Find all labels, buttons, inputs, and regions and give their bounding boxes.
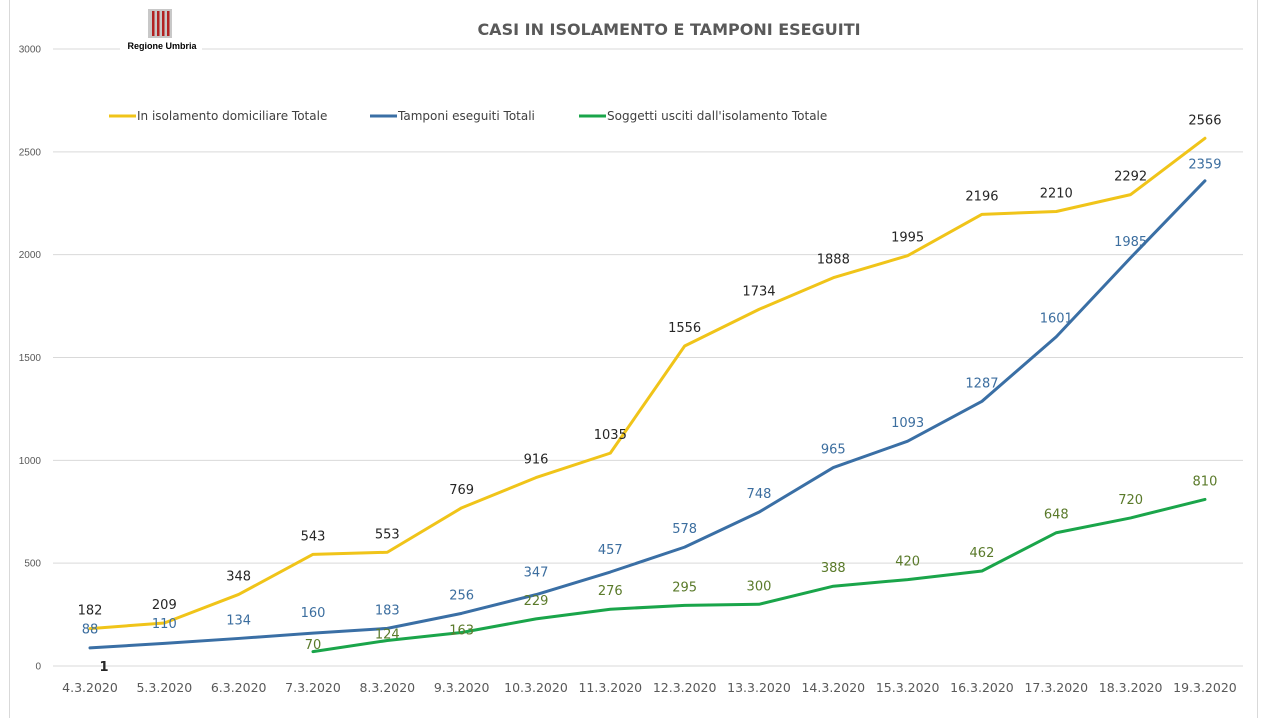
data-label: 578 [672, 522, 697, 537]
x-tick-label: 14.3.2020 [801, 680, 865, 695]
x-tick-label: 7.3.2020 [285, 680, 341, 695]
x-axis-ticks: 4.3.2020 5.3.2020 6.3.2020 7.3.2020 8.3.2020… [62, 680, 1237, 695]
data-label: 457 [598, 543, 623, 558]
series-lines [88, 136, 1207, 654]
data-label: 2566 [1188, 113, 1221, 128]
legend: In isolamento domiciliare Totale Tamponi… [109, 109, 827, 123]
data-label: 348 [226, 569, 251, 584]
data-label: 110 [152, 617, 177, 632]
chart-frame [9, 0, 1258, 718]
data-label: 2359 [1188, 157, 1221, 172]
legend-label-tamponi: Tamponi eseguiti Totali [397, 109, 535, 123]
data-label: 88 [82, 623, 99, 638]
data-label: 295 [672, 580, 697, 595]
y-axis-ticks: 0 500 1000 1500 2000 2500 3000 [19, 45, 42, 673]
data-label: 1734 [742, 284, 775, 299]
data-label: 462 [970, 546, 995, 561]
data-label: 347 [524, 566, 549, 581]
logo-bar [162, 11, 165, 36]
x-tick-label: 9.3.2020 [434, 680, 490, 695]
legend-item-tamponi[interactable]: Tamponi eseguiti Totali [370, 109, 535, 123]
y-tick-label: 0 [35, 662, 41, 673]
data-label: 1888 [817, 253, 850, 268]
x-tick-label: 4.3.2020 [62, 680, 118, 695]
x-tick-label: 18.3.2020 [1099, 680, 1163, 695]
data-label: 1093 [891, 416, 924, 431]
annotations: 1 [99, 660, 108, 675]
data-label: 163 [449, 623, 474, 638]
data-label: 2210 [1040, 186, 1073, 201]
data-label: 388 [821, 561, 846, 576]
logo-text: Regione Umbria [127, 41, 197, 51]
y-tick-label: 2000 [19, 250, 42, 261]
legend-label-usciti: Soggetti usciti dall'isolamento Totale [607, 109, 827, 123]
data-label: 748 [747, 487, 772, 502]
x-tick-label: 16.3.2020 [950, 680, 1014, 695]
x-tick-label: 15.3.2020 [876, 680, 940, 695]
x-tick-label: 10.3.2020 [504, 680, 568, 695]
y-tick-label: 1000 [19, 456, 42, 467]
x-tick-label: 17.3.2020 [1024, 680, 1088, 695]
data-label: 70 [305, 638, 322, 653]
x-tick-label: 8.3.2020 [359, 680, 415, 695]
data-label: 965 [821, 443, 846, 458]
data-label: 229 [524, 594, 549, 609]
x-tick-label: 11.3.2020 [578, 680, 642, 695]
x-tick-label: 5.3.2020 [136, 680, 192, 695]
y-tick-label: 500 [24, 559, 41, 570]
data-label: 1287 [965, 376, 998, 391]
data-label: 134 [226, 613, 251, 628]
x-tick-label: 13.3.2020 [727, 680, 791, 695]
series-line-0 [88, 136, 1207, 631]
data-label: 810 [1193, 474, 1218, 489]
data-label: 1995 [891, 231, 924, 246]
x-tick-label: 12.3.2020 [653, 680, 717, 695]
x-tick-label: 19.3.2020 [1173, 680, 1237, 695]
series-line-2 [311, 497, 1207, 654]
y-tick-label: 2500 [19, 147, 42, 158]
annotation-label: 1 [99, 660, 108, 675]
data-label: 124 [375, 627, 400, 642]
regione-umbria-logo: Regione Umbria [120, 9, 202, 53]
data-label: 300 [747, 579, 772, 594]
data-label: 1601 [1040, 312, 1073, 327]
data-label: 648 [1044, 508, 1069, 523]
data-label: 1985 [1114, 235, 1147, 250]
data-label: 1556 [668, 321, 701, 336]
x-tick-label: 6.3.2020 [211, 680, 267, 695]
data-label: 420 [895, 555, 920, 570]
series-line-1 [88, 179, 1207, 650]
data-label: 1035 [594, 428, 627, 443]
data-label: 2292 [1114, 170, 1147, 185]
y-tick-label: 1500 [19, 353, 42, 364]
logo-bars [152, 11, 170, 36]
data-label: 183 [375, 603, 400, 618]
legend-item-usciti[interactable]: Soggetti usciti dall'isolamento Totale [579, 109, 827, 123]
legend-item-isolamento[interactable]: In isolamento domiciliare Totale [109, 109, 327, 123]
logo-bar [157, 11, 160, 36]
data-label: 769 [449, 483, 474, 498]
data-label: 720 [1118, 493, 1143, 508]
data-label: 209 [152, 598, 177, 613]
chart-title: CASI IN ISOLAMENTO E TAMPONI ESEGUITI [477, 20, 860, 39]
logo-bar [167, 11, 170, 36]
y-tick-label: 3000 [19, 45, 42, 56]
data-labels: 182 209 348 543 553 769 916 1035 1556 1734 1888 199… [78, 113, 1222, 653]
data-label: 256 [449, 588, 474, 603]
legend-label-isolamento: In isolamento domiciliare Totale [137, 109, 327, 123]
data-label: 916 [524, 453, 549, 468]
logo-bar [152, 11, 155, 36]
data-label: 276 [598, 584, 623, 599]
data-label: 182 [78, 604, 103, 619]
data-label: 160 [301, 606, 326, 621]
gridlines [53, 48, 1243, 667]
data-label: 543 [301, 529, 326, 544]
data-label: 553 [375, 527, 400, 542]
data-label: 2196 [965, 189, 998, 204]
logo-text-bg [120, 39, 202, 53]
